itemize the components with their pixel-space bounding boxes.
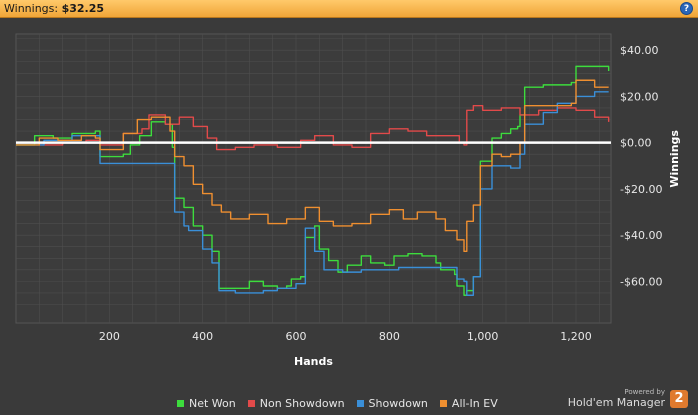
chart-legend: Net Won Non Showdown Showdown All-In EV — [177, 397, 498, 410]
y-tick-label: $40.00 — [620, 44, 659, 57]
x-tick-label: 400 — [192, 330, 213, 343]
y-tick-label: $20.00 — [620, 90, 659, 103]
help-icon[interactable]: ? — [680, 2, 693, 15]
x-tick-label: 600 — [286, 330, 307, 343]
plot-area — [15, 33, 612, 324]
x-tick-label: 1,000 — [467, 330, 499, 343]
legend-item-showdown[interactable]: Showdown — [356, 397, 428, 410]
winnings-label: Winnings: — [4, 2, 59, 15]
y-tick-label: -$20.00 — [620, 183, 662, 196]
legend-item-non-showdown[interactable]: Non Showdown — [247, 397, 345, 410]
x-tick-label: 800 — [379, 330, 400, 343]
product-name: Hold'em Manager — [567, 396, 665, 409]
series-line-showdown — [16, 91, 609, 296]
legend-item-allin-ev[interactable]: All-In EV — [439, 397, 498, 410]
x-tick-label: 200 — [99, 330, 120, 343]
series-line-allin-ev — [16, 79, 609, 253]
y-tick-label: -$60.00 — [620, 275, 662, 288]
winnings-summary: Winnings: $32.25 — [4, 2, 104, 15]
powered-by-text: Powered by — [624, 388, 665, 396]
y-axis-title: Winnings — [668, 130, 681, 188]
winnings-value: $32.25 — [61, 2, 105, 15]
legend-swatch-allin-ev — [439, 400, 447, 407]
y-tick-label: -$40.00 — [620, 229, 662, 242]
hem2-logo: 2 — [670, 389, 688, 408]
x-tick-label: 1,200 — [560, 330, 592, 343]
x-axis-title: Hands — [294, 355, 333, 368]
legend-swatch-showdown — [356, 400, 364, 407]
legend-swatch-non-showdown — [247, 400, 255, 407]
title-bar: Winnings: $32.25 ? — [0, 0, 698, 18]
series-line-net-won — [16, 65, 610, 296]
legend-label-net-won: Net Won — [189, 397, 236, 410]
winnings-chart: 200 400 600 800 1,000 1,200 $40.00 $20.00 $0.00 -… — [15, 33, 681, 368]
legend-label-allin-ev: All-In EV — [451, 397, 498, 410]
legend-item-net-won[interactable]: Net Won — [177, 397, 236, 410]
brand-text: Powered by Hold'em Manager — [568, 388, 665, 409]
y-tick-label: $0.00 — [620, 137, 652, 150]
legend-swatch-net-won — [177, 400, 184, 407]
legend-label-non-showdown: Non Showdown — [259, 397, 345, 410]
brand-watermark: Powered by Hold'em Manager 2 — [568, 388, 688, 409]
legend-label-showdown: Showdown — [368, 397, 428, 410]
series-line-non-showdown — [16, 104, 610, 151]
